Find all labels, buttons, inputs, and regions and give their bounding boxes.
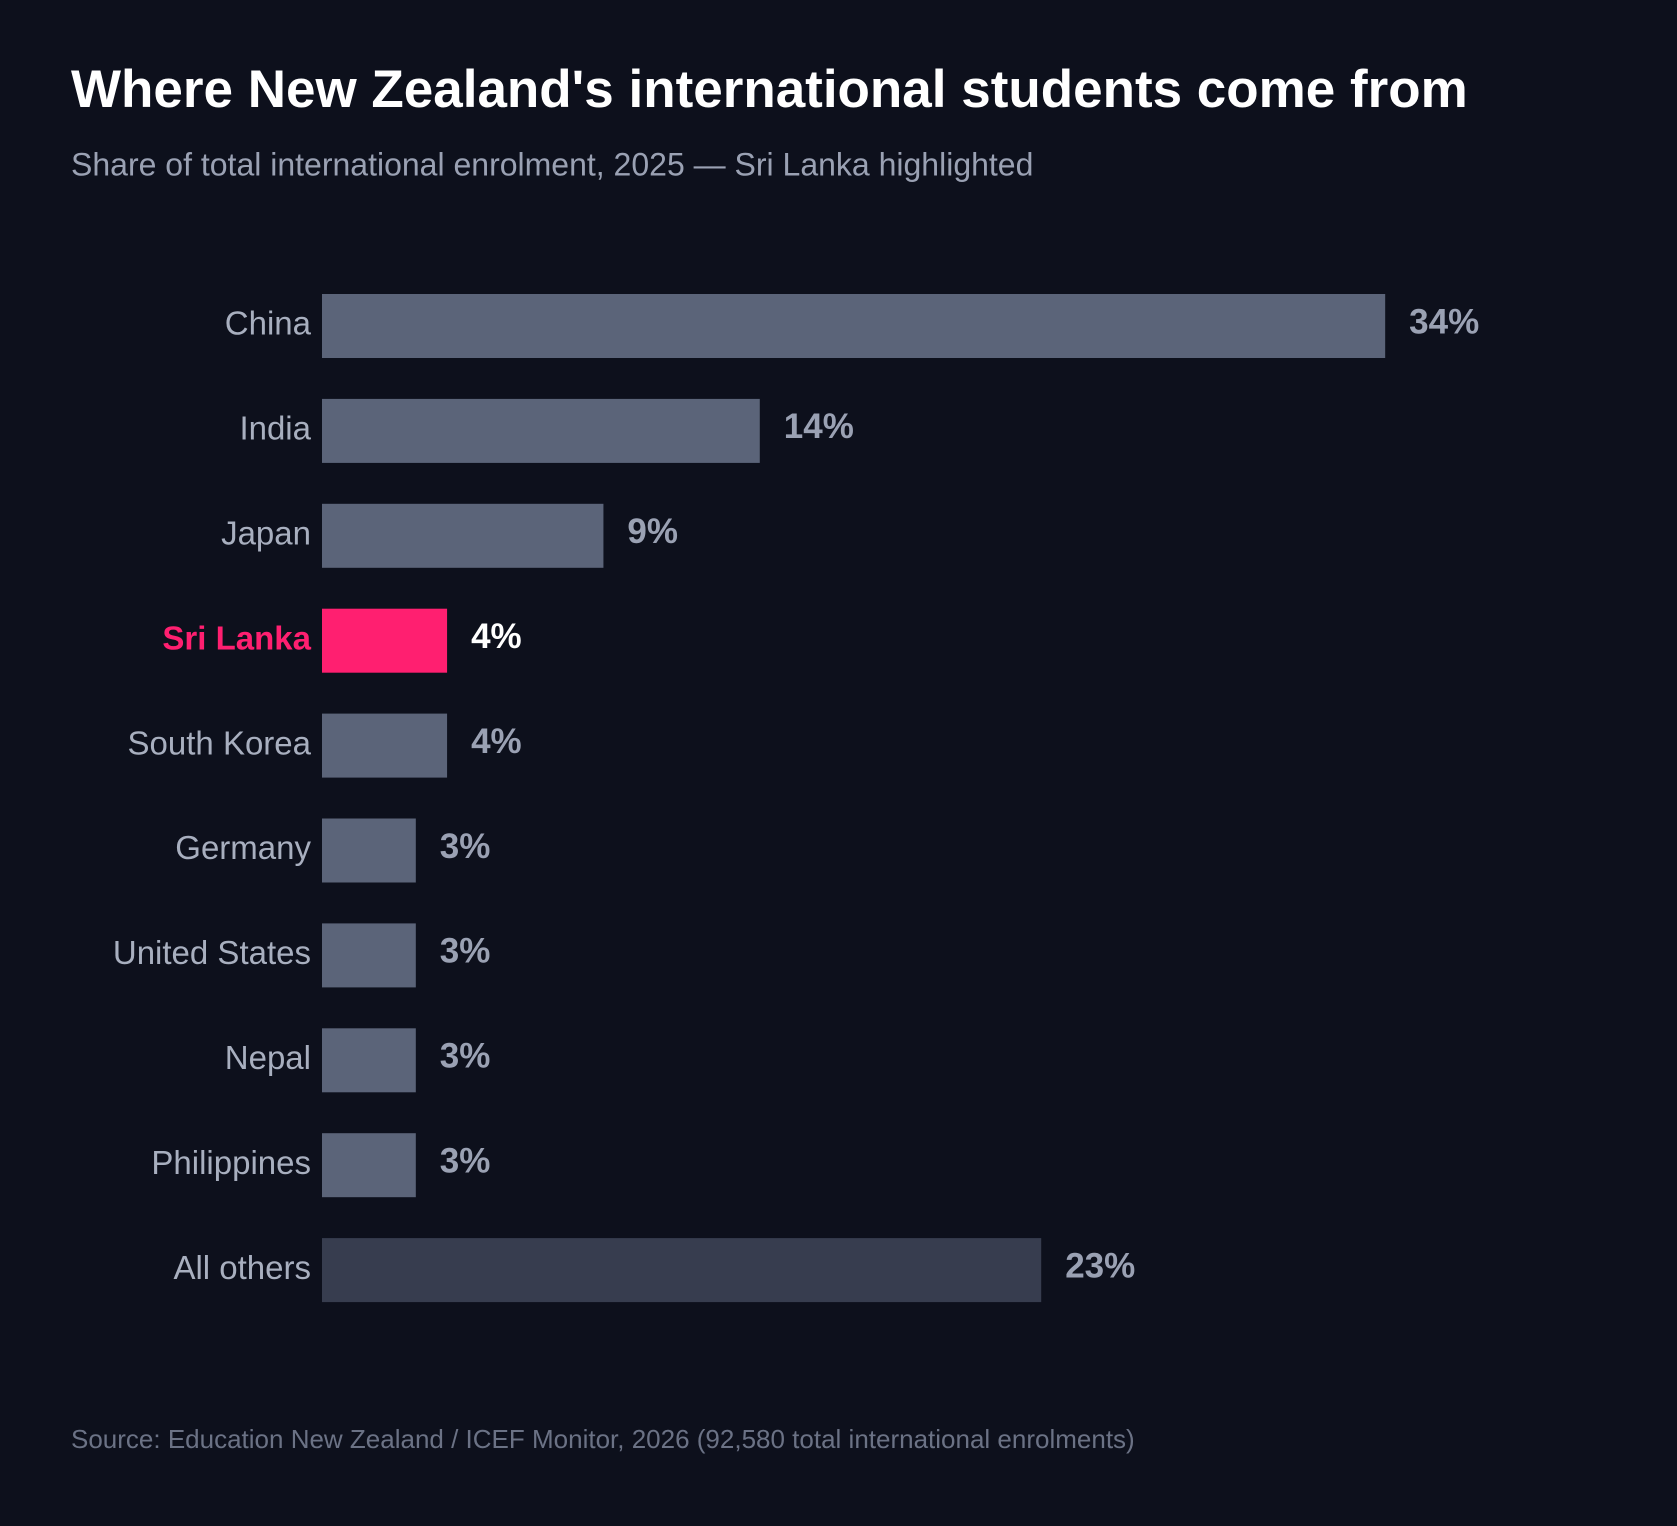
value-label: 3%	[440, 1037, 491, 1076]
bar	[322, 1133, 416, 1198]
category-label: Philippines	[151, 1144, 311, 1181]
bar	[322, 608, 448, 673]
bar	[322, 1028, 416, 1093]
category-label: Nepal	[225, 1039, 311, 1076]
value-label: 4%	[471, 722, 522, 761]
category-label: India	[239, 410, 311, 447]
chart-subtitle: Share of total international enrolment, …	[71, 146, 1033, 182]
value-label: 3%	[440, 827, 491, 866]
category-label: South Korea	[128, 724, 312, 761]
value-label: 23%	[1065, 1246, 1135, 1285]
chart-title: Where New Zealand's international studen…	[71, 60, 1468, 119]
category-label: All others	[173, 1249, 311, 1286]
category-label: Japan	[221, 515, 311, 552]
value-label: 9%	[627, 512, 678, 551]
bar	[322, 294, 1386, 358]
value-label: 3%	[440, 932, 491, 971]
bar	[322, 818, 416, 883]
category-label: United States	[113, 934, 311, 971]
category-label: Germany	[175, 829, 311, 866]
category-label: Sri Lanka	[162, 619, 311, 656]
source-note: Source: Education New Zealand / ICEF Mon…	[71, 1424, 1135, 1454]
bar	[322, 1238, 1042, 1303]
value-label: 34%	[1409, 302, 1479, 341]
bar	[322, 398, 760, 463]
category-label: China	[225, 305, 312, 342]
value-label: 4%	[471, 617, 522, 656]
value-label: 14%	[784, 407, 854, 446]
bar	[322, 713, 448, 778]
bar	[322, 923, 416, 988]
value-label: 3%	[440, 1141, 491, 1180]
bar	[322, 503, 604, 568]
